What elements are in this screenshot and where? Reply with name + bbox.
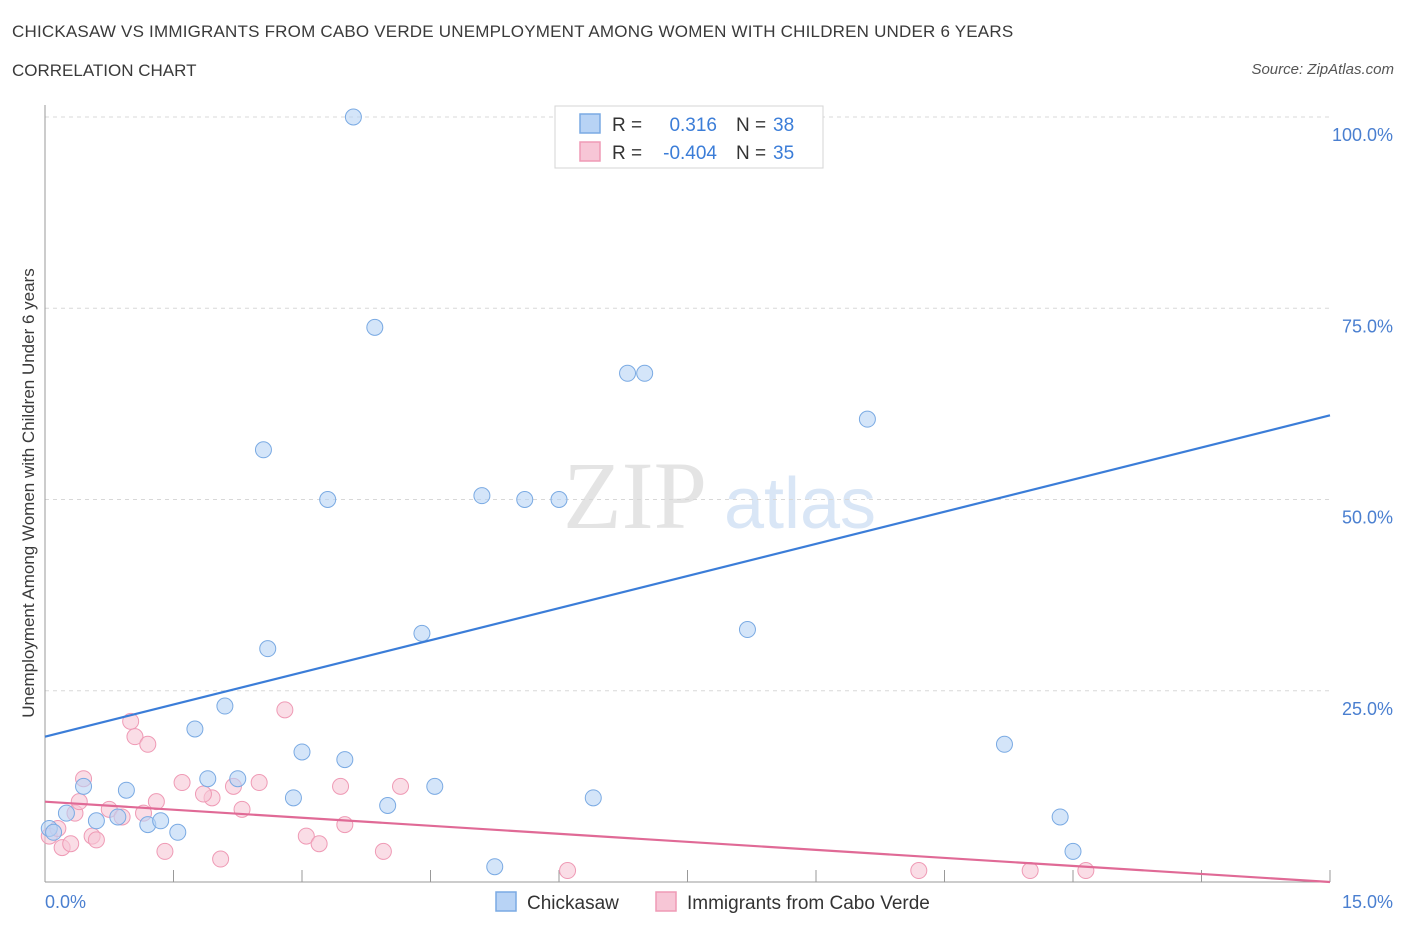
chickasaw-point	[319, 491, 337, 508]
x-tick-label-min: 0.0%	[45, 892, 86, 912]
chickasaw-point	[229, 770, 247, 788]
cabo-verde-point	[139, 735, 157, 753]
stats-swatch-pink	[579, 141, 601, 162]
chickasaw-point	[995, 735, 1013, 753]
chickasaw-point	[473, 487, 491, 505]
legend-swatch-chickasaw	[495, 891, 517, 912]
cabo-verde-point	[1077, 862, 1095, 880]
cabo-verde-point	[250, 774, 268, 792]
legend-label-cabo-verde: Immigrants from Cabo Verde	[687, 893, 930, 914]
cabo-verde-point	[194, 785, 212, 803]
chickasaw-point	[738, 621, 756, 639]
chickasaw-point	[169, 823, 187, 841]
chickasaw-point	[152, 812, 170, 830]
stats-n-label-0: N =	[736, 115, 766, 136]
cabo-verde-point	[62, 835, 80, 853]
cabo-verde-point	[156, 842, 174, 860]
chickasaw-point	[186, 720, 204, 738]
chickasaw-point	[619, 364, 637, 382]
trend-lines	[44, 414, 1331, 884]
cabo-verde-point	[310, 835, 328, 853]
stats-r-value-0: 0.316	[669, 115, 717, 136]
stats-r-label-1: R =	[612, 143, 642, 164]
stats-n-value-1: 35	[773, 143, 794, 164]
legend-swatch-cabo-verde	[655, 891, 677, 912]
stats-n-label-1: N =	[736, 143, 766, 164]
chickasaw-point	[858, 410, 876, 428]
cabo-verde-point	[212, 850, 230, 868]
axes: 25.0% 50.0% 75.0% 100.0%	[44, 105, 1393, 883]
stats-r-value-1: -0.404	[663, 143, 717, 164]
cabo-verde-point	[87, 831, 105, 849]
cabo-verde-point	[559, 862, 577, 880]
chart-subtitle: CORRELATION CHART	[12, 61, 197, 80]
chickasaw-trend-line	[44, 414, 1331, 738]
chickasaw-point	[1064, 842, 1082, 860]
chickasaw-point	[584, 789, 602, 807]
chickasaw-point	[366, 318, 384, 336]
watermark-atlas: atlas	[724, 464, 876, 544]
cabo-verde-point	[173, 774, 191, 792]
cabo-verde-point	[126, 728, 144, 746]
y-tick-label: 50.0%	[1342, 508, 1393, 528]
cabo-verde-point	[392, 777, 410, 795]
stats-n-value-0: 38	[773, 115, 794, 136]
cabo-verde-point	[297, 827, 315, 845]
legend-label-chickasaw: Chickasaw	[527, 893, 619, 914]
chickasaw-point	[486, 858, 504, 876]
chickasaw-point	[413, 624, 431, 642]
y-axis-title: Unemployment Among Women with Children U…	[19, 268, 38, 717]
chickasaw-point	[344, 108, 362, 126]
cabo-verde-point	[910, 862, 928, 880]
cabo-verde-point	[374, 842, 392, 860]
cabo-verde-point	[276, 701, 294, 719]
chickasaw-point	[87, 812, 105, 830]
chickasaw-point	[336, 751, 354, 769]
chickasaw-point	[254, 441, 272, 459]
y-tick-label: 25.0%	[1342, 699, 1393, 719]
legend: Chickasaw Immigrants from Cabo Verde	[495, 891, 930, 914]
chickasaw-point	[379, 797, 397, 814]
chickasaw-point	[550, 491, 568, 508]
chickasaw-point	[45, 823, 63, 841]
chickasaw-point	[57, 804, 75, 822]
stats-box: R = 0.316 N = 38 R = -0.404 N = 35	[554, 105, 824, 169]
chart-title: CHICKASAW VS IMMIGRANTS FROM CABO VERDE …	[12, 22, 1014, 41]
chickasaw-point	[426, 777, 444, 795]
cabo-verde-point	[332, 777, 350, 795]
chickasaw-point	[293, 743, 311, 761]
chickasaw-point	[117, 781, 135, 799]
source-label: Source: ZipAtlas.com	[1251, 61, 1394, 78]
chickasaw-point	[75, 777, 93, 795]
watermark-zip: ZIP	[563, 442, 707, 549]
x-tick-label-max: 15.0%	[1342, 892, 1393, 912]
chickasaw-points	[40, 108, 1082, 876]
stats-swatch-blue	[579, 113, 601, 134]
cabo-verde-point	[70, 793, 88, 811]
gridlines	[45, 116, 1330, 692]
chickasaw-point	[199, 770, 217, 788]
chickasaw-point	[516, 491, 534, 508]
chickasaw-point	[1051, 808, 1069, 826]
cabo-verde-trend-line	[44, 800, 1331, 884]
y-tick-label: 100.0%	[1332, 125, 1393, 145]
chickasaw-point	[109, 808, 127, 826]
stats-r-label-0: R =	[612, 115, 642, 136]
chickasaw-point	[216, 697, 234, 715]
chickasaw-point	[259, 640, 277, 658]
chickasaw-point	[284, 789, 302, 807]
chickasaw-point	[636, 364, 654, 382]
cabo-verde-point	[1021, 862, 1039, 880]
y-tick-label: 75.0%	[1342, 316, 1393, 336]
